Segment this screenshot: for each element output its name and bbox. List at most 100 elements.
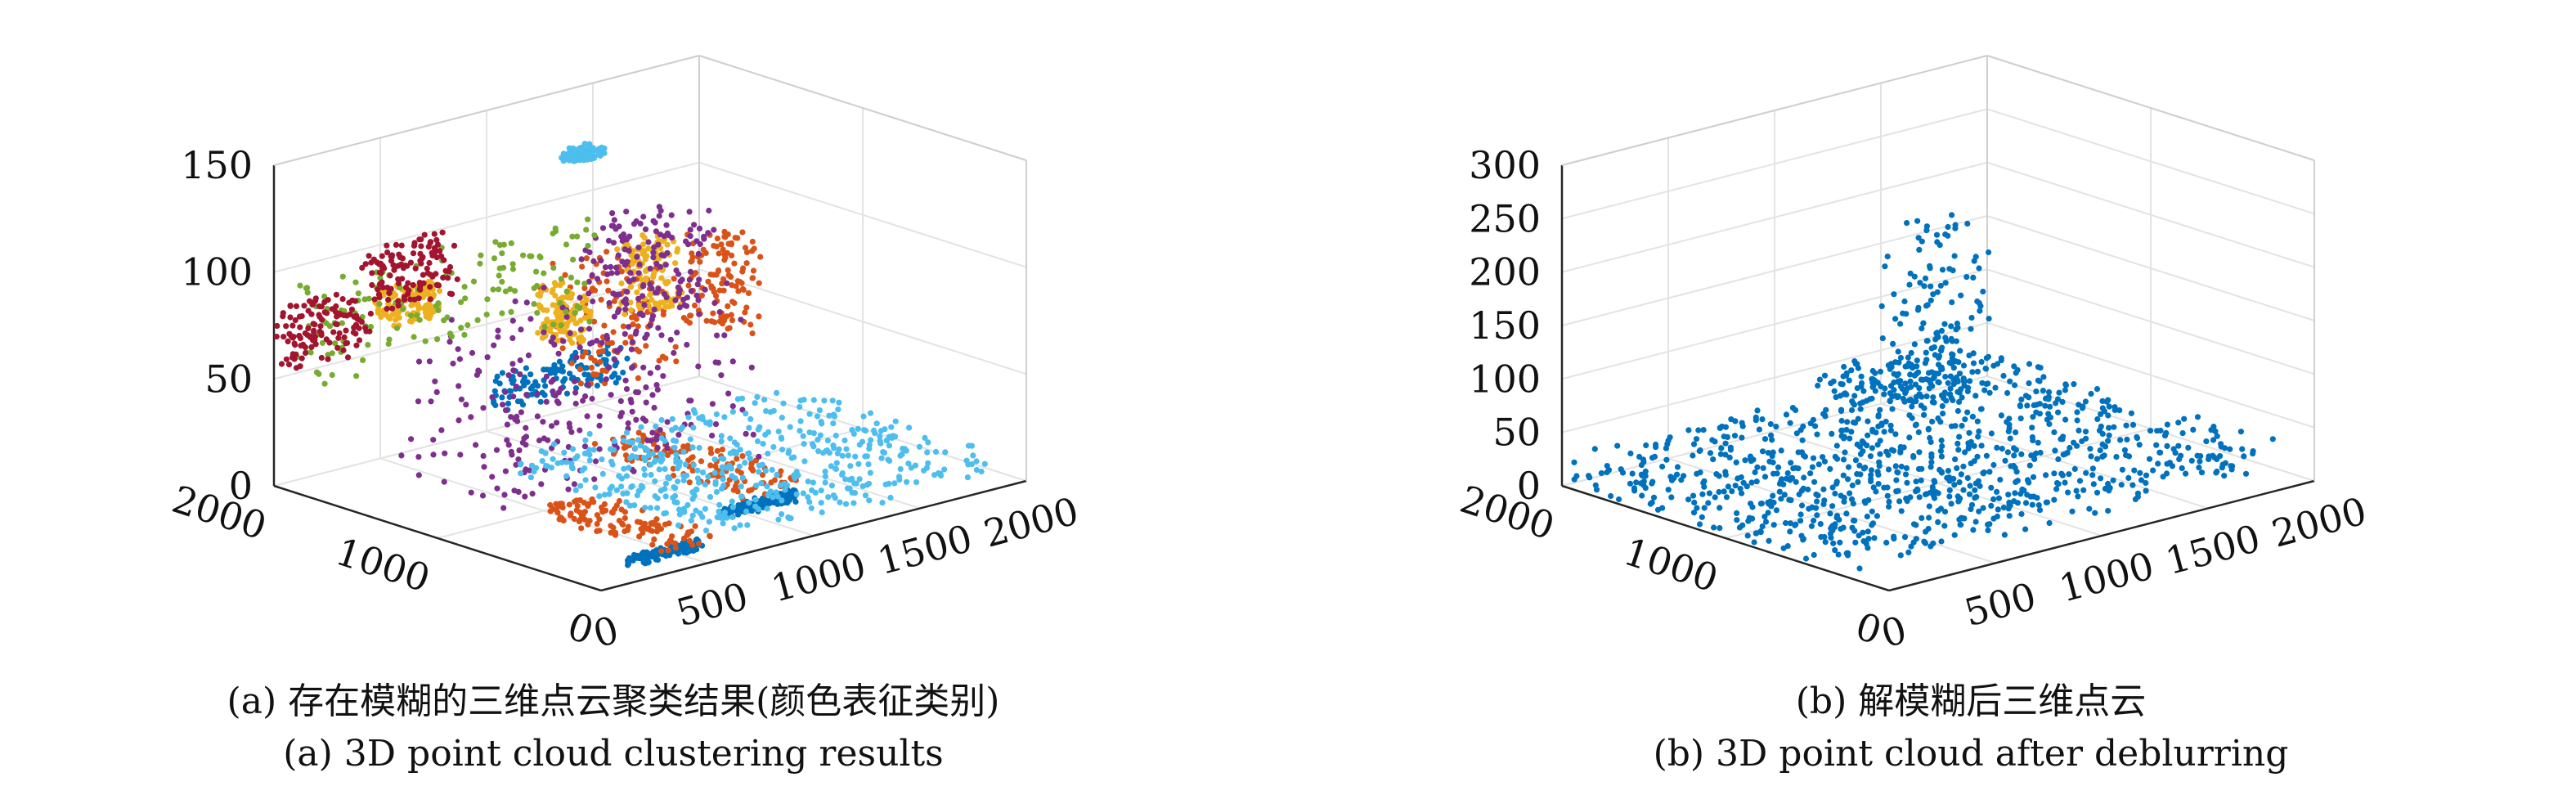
point: [925, 460, 931, 466]
point: [1640, 459, 1647, 465]
point: [579, 353, 586, 360]
point: [543, 462, 550, 469]
point: [362, 261, 369, 267]
point: [598, 296, 604, 303]
point: [604, 278, 610, 285]
point: [686, 479, 693, 486]
point: [616, 307, 622, 313]
point: [696, 225, 703, 231]
point: [1706, 490, 1712, 496]
point: [290, 334, 297, 340]
point: [770, 443, 777, 451]
point: [1765, 450, 1771, 456]
point: [1930, 291, 1936, 298]
point: [1972, 393, 1979, 399]
point: [828, 483, 836, 489]
point: [375, 291, 382, 298]
point: [292, 317, 298, 324]
point: [1800, 485, 1806, 492]
point: [657, 458, 664, 465]
point: [1904, 220, 1910, 227]
point: [1797, 511, 1804, 518]
point: [1849, 524, 1856, 531]
point: [2053, 486, 2060, 492]
point: [714, 447, 720, 454]
point: [541, 285, 547, 291]
point: [2211, 454, 2218, 460]
point: [1917, 280, 1923, 286]
point: [1896, 359, 1902, 366]
point: [1887, 397, 1893, 404]
point: [601, 322, 608, 329]
point: [1792, 465, 1798, 471]
point: [665, 547, 671, 554]
point: [318, 354, 325, 362]
point: [2058, 470, 2065, 477]
point: [2065, 489, 2071, 496]
point: [713, 411, 720, 418]
point: [680, 477, 687, 484]
point: [1916, 385, 1923, 392]
point: [651, 269, 657, 276]
point: [624, 527, 631, 533]
point: [756, 453, 762, 460]
caption-a-cn: (a) 存在模糊的三维点云聚类结果(颜色表征类别): [227, 680, 1000, 722]
point: [640, 213, 647, 220]
point: [1986, 389, 1993, 396]
point: [754, 438, 761, 445]
point: [805, 478, 811, 485]
point: [694, 281, 701, 288]
point: [699, 414, 706, 420]
point: [1766, 537, 1772, 544]
point: [623, 209, 630, 215]
point: [1608, 492, 1614, 500]
point: [712, 421, 720, 428]
point: [608, 270, 615, 276]
point: [1717, 505, 1723, 511]
point: [693, 507, 699, 514]
point: [1820, 486, 1827, 492]
point: [671, 276, 677, 282]
point: [581, 285, 588, 291]
point: [825, 494, 832, 501]
point: [709, 433, 716, 439]
point: [816, 407, 824, 414]
point: [1699, 514, 1705, 520]
point: [588, 365, 595, 371]
point: [1906, 434, 1913, 441]
point: [326, 323, 333, 330]
point: [2188, 457, 2195, 464]
point: [386, 336, 393, 343]
point: [633, 454, 640, 460]
point: [1902, 380, 1909, 387]
point: [289, 354, 296, 361]
point: [810, 479, 817, 486]
point: [548, 465, 555, 471]
point: [1636, 453, 1643, 460]
point: [1975, 433, 1981, 440]
point: [640, 241, 647, 248]
point: [686, 537, 693, 544]
point: [571, 147, 577, 154]
point: [1619, 469, 1627, 476]
point: [635, 348, 643, 355]
point: [720, 483, 727, 489]
point: [1685, 427, 1692, 433]
point: [711, 469, 718, 476]
point: [1878, 303, 1885, 309]
point: [1854, 361, 1860, 367]
point: [731, 525, 738, 532]
point: [1988, 502, 1995, 510]
panel-1: 0 500 1000 1500 2000010002000050100150200250…: [1455, 55, 2371, 656]
point: [696, 444, 702, 451]
point: [1994, 513, 2000, 520]
point: [685, 414, 692, 420]
point: [1757, 529, 1764, 536]
point: [636, 533, 643, 540]
point: [1854, 441, 1860, 448]
point: [721, 510, 729, 516]
point: [707, 494, 714, 501]
point: [973, 466, 980, 474]
point: [610, 240, 617, 246]
point: [1960, 463, 1967, 469]
